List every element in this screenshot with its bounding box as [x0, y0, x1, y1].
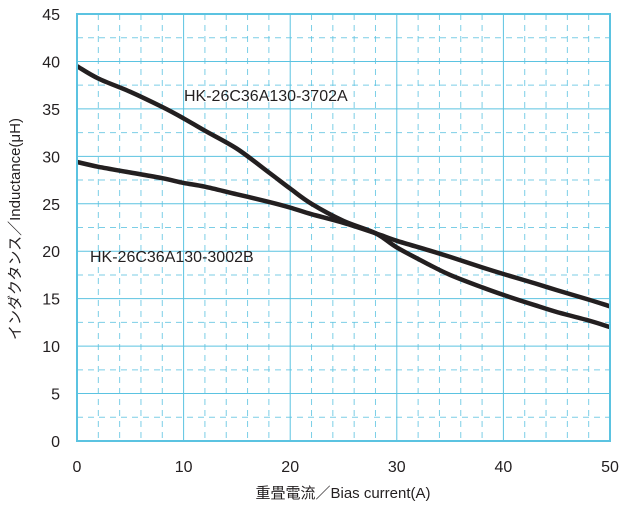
x-tick-label: 50 — [601, 459, 619, 476]
y-axis-label: インダクタンス／Inductance(μH) — [7, 118, 24, 340]
series-label-3002b: HK-26C36A130-3002B — [90, 249, 254, 266]
x-tick-label: 0 — [73, 459, 82, 476]
x-tick-label: 30 — [388, 459, 406, 476]
x-tick-labels: 0 10 20 30 40 50 — [73, 459, 619, 476]
series-line-3002b — [76, 159, 611, 309]
x-tick-label: 10 — [175, 459, 193, 476]
y-tick-label: 35 — [42, 102, 60, 119]
y-tick-label: 30 — [42, 149, 60, 166]
y-tick-labels: 0 5 10 15 20 25 30 35 40 45 — [42, 7, 60, 451]
y-tick-label: 45 — [42, 7, 60, 24]
minor-grid — [77, 14, 610, 441]
series-line-3702a — [75, 64, 611, 330]
y-tick-label: 25 — [42, 197, 60, 214]
x-tick-label: 40 — [495, 459, 513, 476]
x-axis-label: 重畳電流／Bias current(A) — [255, 485, 430, 502]
x-tick-label: 20 — [281, 459, 299, 476]
series-layer — [75, 64, 611, 330]
y-tick-label: 10 — [42, 339, 60, 356]
y-tick-label: 20 — [42, 244, 60, 261]
y-tick-label: 15 — [42, 292, 60, 309]
series-label-3702a: HK-26C36A130-3702A — [184, 88, 348, 105]
plot-frame — [76, 13, 611, 442]
y-tick-label: 40 — [42, 54, 60, 71]
y-tick-label: 5 — [51, 387, 60, 404]
y-tick-label: 0 — [51, 434, 60, 451]
